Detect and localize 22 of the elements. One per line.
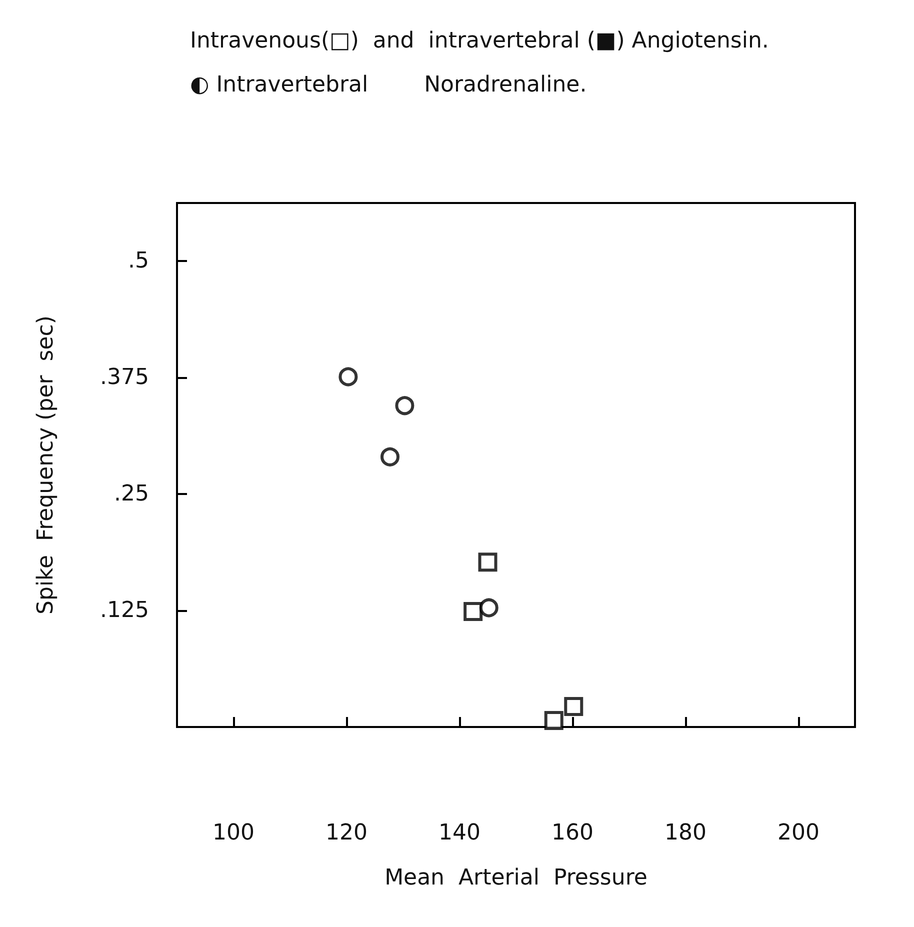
point — [464, 602, 483, 621]
x-axis-title: Mean Arterial Pressure — [384, 866, 648, 890]
point — [479, 598, 498, 618]
x-tick-label: 120 — [326, 820, 368, 846]
chart-title: Intravenous(□) and intravertebral (■) Angiotensin. — [190, 28, 769, 54]
point — [564, 697, 584, 716]
y-tick-label: .375 — [100, 365, 149, 390]
x-tick-label: 160 — [552, 820, 594, 846]
point — [338, 367, 358, 386]
point — [478, 552, 498, 572]
point — [544, 710, 564, 730]
y-axis-title: Spike Frequency (per sec) — [34, 316, 58, 614]
x-tick-label: 180 — [664, 820, 706, 846]
x-tick-label: 140 — [438, 820, 480, 846]
x-tick-label: 200 — [778, 820, 820, 846]
y-tick-label: .5 — [128, 248, 149, 274]
x-tick-label: 100 — [212, 820, 254, 846]
point — [380, 447, 400, 466]
point — [395, 396, 414, 416]
chart-subtitle: ◐ Intravertebral Noradrenaline. — [190, 72, 587, 98]
y-tick-label: .125 — [100, 598, 149, 624]
y-tick-label: .25 — [114, 482, 149, 507]
